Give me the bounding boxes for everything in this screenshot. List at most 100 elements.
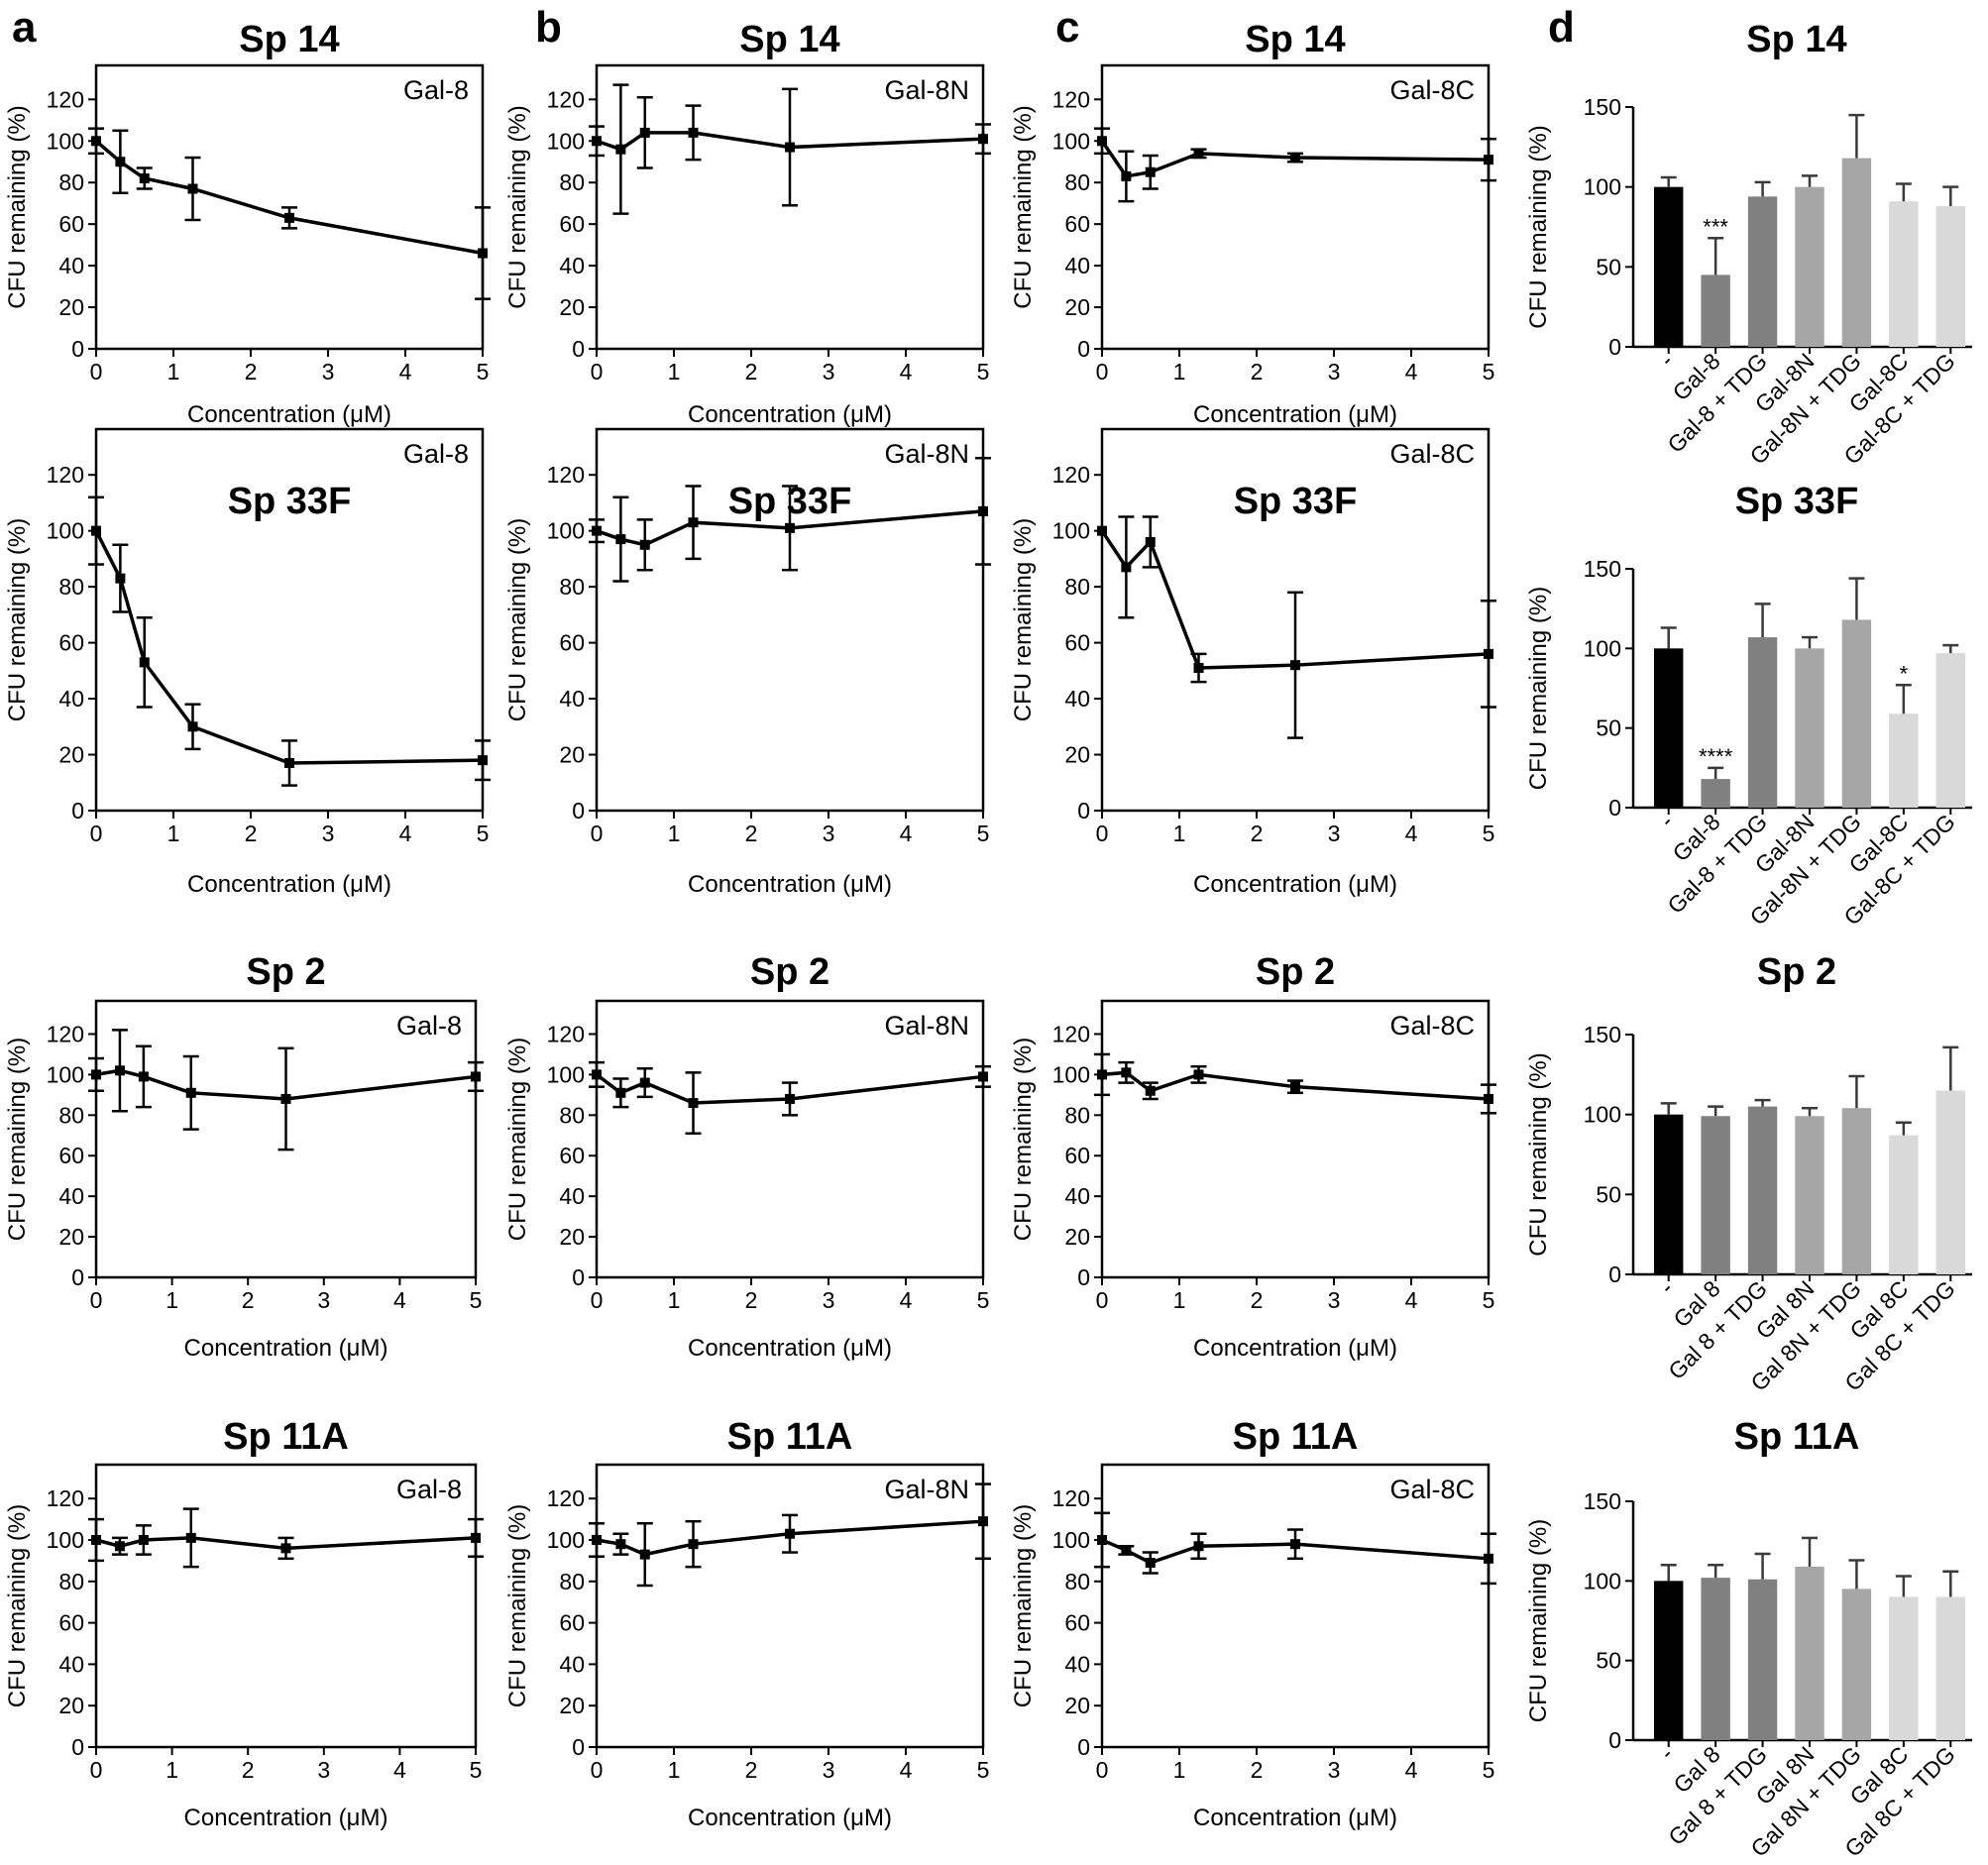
x-tick-label: 3 (1328, 821, 1341, 846)
data-point (978, 505, 988, 516)
x-tick-label: 5 (1483, 359, 1495, 384)
y-axis-label: CFU remaining (%) (504, 1504, 531, 1707)
data-point (91, 525, 101, 536)
y-tick-label: 60 (559, 1610, 585, 1636)
x-tick-label: 4 (1405, 359, 1418, 384)
y-tick-label: 120 (1052, 462, 1090, 488)
category-label: - (1654, 1741, 1678, 1765)
x-tick-label: 3 (1328, 1757, 1341, 1783)
y-tick-label: 0 (71, 1734, 84, 1760)
plot-frame (94, 999, 478, 1279)
chart-title: Sp 2 (750, 951, 829, 993)
protein-label: Gal-8 (403, 75, 469, 105)
x-tick-label: 5 (1483, 1757, 1495, 1783)
x-axis-label: Concentration (μM) (688, 871, 892, 898)
protein-label: Gal-8N (884, 75, 969, 105)
data-point (1097, 525, 1107, 536)
y-tick-label: 100 (1052, 1061, 1090, 1087)
y-tick-label: 50 (1596, 715, 1621, 741)
x-tick-label: 3 (317, 1287, 330, 1313)
x-tick-label: 0 (90, 1757, 103, 1783)
data-point (688, 517, 699, 528)
x-tick-label: 1 (166, 1757, 178, 1783)
data-point (91, 1535, 101, 1545)
chart-title: Sp 14 (1746, 19, 1846, 60)
data-point (471, 1532, 481, 1543)
x-tick-label: 5 (1483, 821, 1495, 846)
bar (1889, 201, 1919, 347)
data-point (138, 1071, 149, 1082)
y-tick-label: 20 (559, 1224, 585, 1250)
bar (1795, 186, 1824, 347)
x-tick-label: 2 (245, 359, 258, 384)
y-tick-label: 40 (58, 253, 84, 278)
x-tick-label: 5 (977, 821, 990, 846)
x-tick-label: 5 (977, 1287, 990, 1313)
data-point (615, 1539, 626, 1550)
data-point (639, 539, 650, 550)
x-tick-label: 5 (477, 821, 490, 846)
y-tick-label: 0 (71, 798, 84, 823)
data-point (639, 1549, 650, 1560)
y-tick-label: 40 (559, 686, 585, 712)
y-tick-label: 100 (1584, 635, 1621, 661)
y-axis-label: CFU remaining (%) (1525, 125, 1552, 328)
y-tick-label: 50 (1596, 1648, 1621, 1674)
bar (1889, 713, 1919, 808)
data-point (978, 1516, 988, 1527)
bar (1654, 648, 1684, 808)
protein-label: Gal-8N (884, 1475, 969, 1504)
x-tick-label: 0 (1096, 821, 1109, 846)
y-tick-label: 40 (58, 1183, 84, 1209)
y-tick-label: 100 (547, 1061, 585, 1087)
x-tick-label: 0 (591, 359, 604, 384)
x-tick-label: 5 (1483, 1287, 1495, 1313)
data-point (1121, 562, 1132, 573)
protein-label: Gal-8C (1389, 1011, 1475, 1041)
chart-title: Sp 2 (246, 951, 325, 993)
y-axis-label: CFU remaining (%) (4, 105, 31, 308)
y-tick-label: 60 (1064, 630, 1090, 656)
x-axis-label: Concentration (μM) (688, 401, 892, 428)
y-tick-label: 0 (1077, 798, 1090, 823)
data-point (471, 1071, 481, 1082)
data-point (115, 573, 126, 584)
bar (1701, 274, 1730, 347)
data-point (639, 127, 650, 138)
data-point (785, 1528, 795, 1539)
bar (1654, 1581, 1684, 1740)
x-axis-label: Concentration (μM) (184, 1805, 388, 1831)
y-tick-label: 60 (58, 1610, 84, 1636)
y-axis-label: CFU remaining (%) (504, 1038, 531, 1241)
bar (1841, 1589, 1872, 1740)
y-tick-label: 40 (58, 686, 84, 712)
y-tick-label: 20 (58, 742, 84, 768)
y-tick-label: 100 (47, 1061, 84, 1087)
x-tick-label: 4 (900, 1287, 913, 1313)
x-tick-label: 1 (668, 359, 681, 384)
chart-title: Sp 11A (727, 1416, 853, 1458)
y-tick-label: 100 (547, 128, 585, 154)
x-tick-label: 2 (745, 1287, 758, 1313)
x-tick-label: 1 (166, 1287, 178, 1313)
y-tick-label: 60 (559, 211, 585, 237)
data-point (615, 534, 626, 545)
bar (1654, 186, 1684, 347)
series-line (94, 139, 484, 256)
data-point (688, 127, 699, 138)
data-point (91, 1069, 101, 1080)
plot-frame (94, 427, 485, 813)
data-point (91, 136, 101, 147)
y-tick-label: 80 (559, 574, 585, 600)
panel-letter-d: d (1548, 3, 1575, 52)
y-tick-label: 80 (559, 1569, 585, 1594)
plot-frame (595, 999, 985, 1279)
x-axis-label: Concentration (μM) (1193, 401, 1397, 428)
y-tick-label: 0 (71, 336, 84, 362)
bar (1747, 1106, 1778, 1274)
significance-marker: * (1900, 661, 1909, 686)
x-tick-label: 2 (242, 1287, 255, 1313)
protein-label: Gal-8 (403, 439, 469, 469)
chart-title: Sp 11A (1233, 1416, 1359, 1458)
y-tick-label: 0 (1077, 336, 1090, 362)
